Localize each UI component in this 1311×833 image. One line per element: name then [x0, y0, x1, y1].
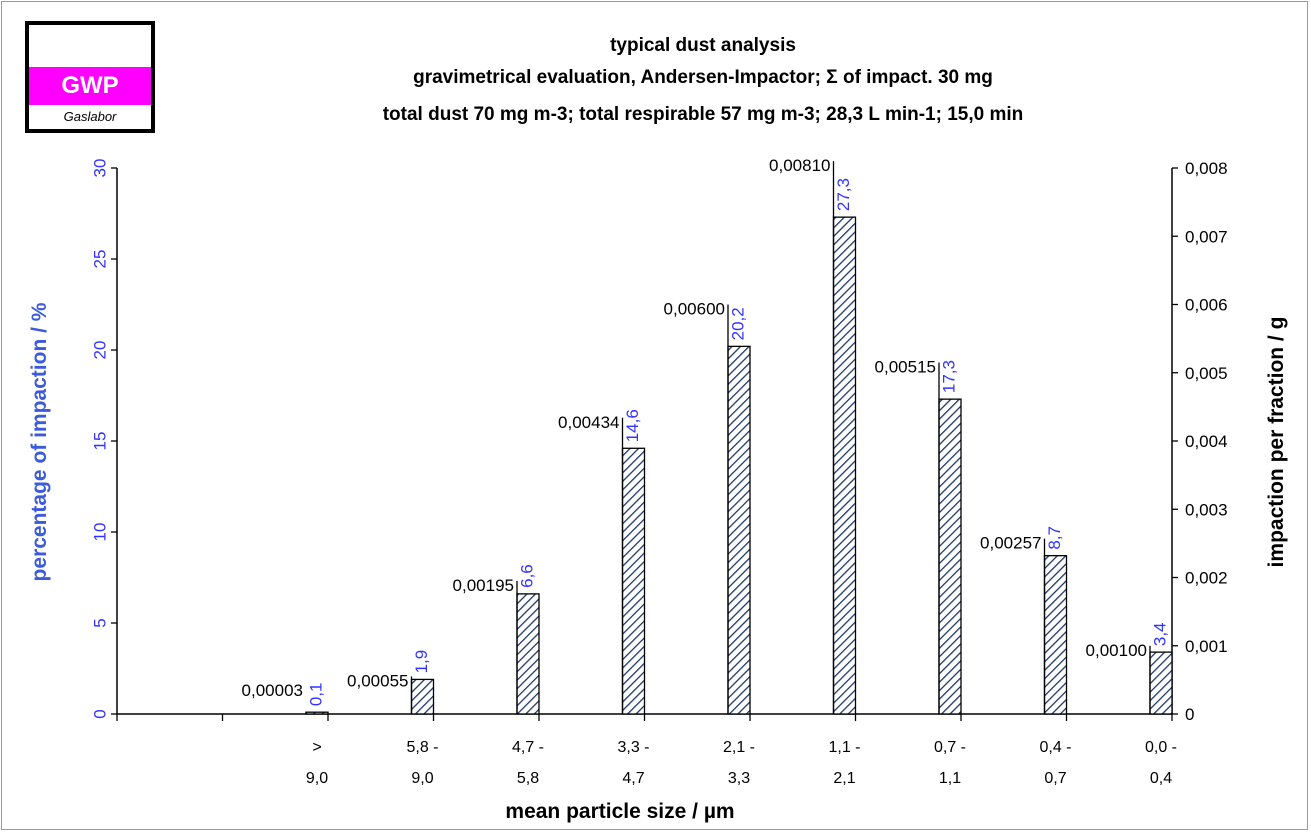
percentage-data-label: 20,2: [728, 307, 747, 340]
mass-data-label: 0,00515: [875, 358, 936, 377]
x-tick-label: 0,4: [1150, 770, 1172, 787]
x-tick-label: 0,7 -: [934, 739, 966, 756]
x-tick-label: 0,7: [1044, 770, 1066, 787]
bar-percentage: [410, 678, 435, 715]
left-tick-label: 5: [90, 618, 109, 627]
left-tick-label: 0: [90, 709, 109, 718]
right-axis-ticks: 0 0,001 0,002 0,003 0,004 0,005 0,006 0,007 0,00…: [1172, 159, 1228, 724]
gwp-logo: GWP Gaslabor: [25, 21, 155, 133]
percentage-data-label: 0,1: [306, 683, 325, 707]
chart-title-line-2: gravimetrical evaluation, Andersen-Impac…: [413, 67, 993, 88]
chart-title-line-1: typical dust analysis: [610, 35, 796, 56]
x-axis-ticks: >9,0 5,8 - 9,0 4,7 - 5,8 3,3 - 4,7 2,1 - 3,3 1,1 …: [116, 714, 1177, 787]
bar-percentage: [305, 711, 329, 715]
x-tick-label: 4,7 -: [512, 739, 544, 756]
percentage-data-label: 1,9: [412, 650, 431, 674]
x-tick-label: 2,1 -: [723, 739, 755, 756]
logo-subtitle: Gaslabor: [63, 109, 117, 124]
percentage-data-label: 27,3: [834, 178, 853, 211]
mass-data-label: 0,00600: [664, 300, 725, 319]
x-tick-label: 5,8: [517, 770, 539, 787]
x-tick-label: 2,1: [833, 770, 855, 787]
x-tick-label: >: [312, 739, 321, 756]
x-tick-label: 5,8 -: [406, 739, 438, 756]
left-tick-label: 30: [90, 159, 109, 178]
mass-data-label: 0,00810: [769, 156, 830, 175]
right-tick-label: 0,002: [1185, 569, 1228, 588]
percentage-data-label: 14,6: [623, 409, 642, 442]
x-tick-label: 3,3: [728, 770, 750, 787]
bar-percentage: [727, 345, 751, 715]
right-tick-label: 0,001: [1185, 637, 1228, 656]
right-tick-label: 0,008: [1185, 159, 1228, 178]
x-tick-label: 0,0 -: [1145, 739, 1177, 756]
mass-data-label: 0,00434: [558, 413, 619, 432]
left-axis-ticks: 0 5 10 15 20 25 30: [90, 159, 117, 719]
x-tick-label: 9,0: [306, 770, 328, 787]
right-tick-label: 0,003: [1185, 500, 1228, 519]
bar-percentage: [938, 398, 962, 715]
percentage-data-label: 17,3: [939, 360, 958, 393]
bar-percentage: [621, 447, 646, 715]
x-tick-label: 0,4 -: [1039, 739, 1071, 756]
mass-data-label: 0,00100: [1086, 641, 1147, 660]
x-tick-label: 1,1 -: [828, 739, 860, 756]
bar-percentage: [1043, 555, 1068, 715]
logo-brand: GWP: [29, 67, 151, 105]
mass-data-label: 0,00195: [453, 576, 514, 595]
right-tick-label: 0,006: [1185, 296, 1228, 315]
mass-data-label: 0,00003: [242, 681, 303, 700]
x-tick-label: 9,0: [411, 770, 433, 787]
x-tick-label: 1,1: [939, 770, 961, 787]
y-axis-left-label: percentage of impaction / %: [28, 302, 51, 581]
chart-title-line-3: total dust 70 mg m-3; total respirable 5…: [383, 104, 1024, 125]
bars: [305, 161, 1173, 715]
mass-data-label: 0,00055: [347, 671, 408, 690]
left-tick-label: 20: [90, 341, 109, 360]
x-axis-label: mean particle size / µm: [505, 800, 734, 823]
mass-labels: 0,00003 0,00055 0,00195 0,00434 0,00600 0,008…: [242, 156, 1147, 700]
bar-percentage: [1149, 651, 1173, 715]
right-tick-label: 0,007: [1185, 227, 1228, 246]
left-tick-label: 10: [90, 523, 109, 542]
right-tick-label: 0,004: [1185, 432, 1228, 451]
bar-percentage: [516, 593, 540, 715]
x-tick-label: 3,3 -: [617, 739, 649, 756]
left-tick-label: 25: [90, 250, 109, 269]
percentage-data-label: 3,4: [1150, 622, 1169, 646]
right-tick-label: 0,005: [1185, 364, 1228, 383]
x-tick-label: 4,7: [622, 770, 644, 787]
left-tick-label: 15: [90, 432, 109, 451]
y-axis-right-label: impaction per fraction / g: [1265, 317, 1288, 568]
percentage-data-label: 8,7: [1045, 526, 1064, 550]
mass-data-label: 0,00257: [980, 534, 1041, 553]
percentage-data-label: 6,6: [517, 564, 536, 588]
percentage-labels: 0,1 1,9 6,6 14,6 20,2 27,3 17,3 8,7 3,4: [306, 178, 1169, 706]
bar-percentage: [832, 216, 857, 715]
right-tick-label: 0: [1185, 705, 1194, 724]
